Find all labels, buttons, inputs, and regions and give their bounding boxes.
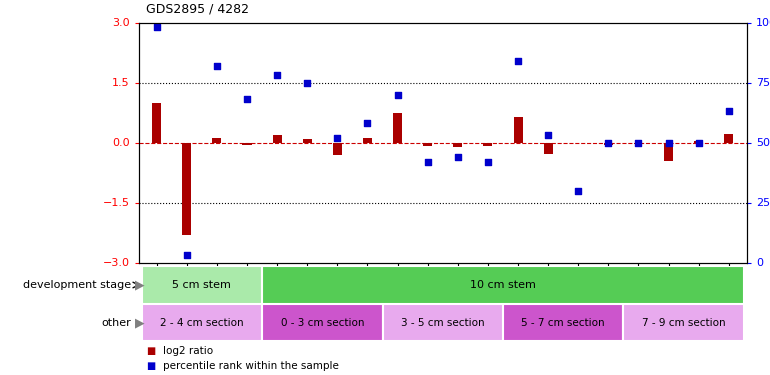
Point (211, 63, 223, 69)
Text: other: other (101, 318, 131, 327)
Point (512, 58, 524, 64)
Point (632, 140, 644, 146)
Bar (363, 138, 372, 142)
Point (542, 132, 554, 138)
Point (602, 140, 614, 146)
Text: ▶: ▶ (135, 316, 145, 329)
Bar (213, 138, 222, 142)
Bar (624, 304, 744, 341)
Bar (333, 142, 342, 155)
Text: ■: ■ (146, 346, 156, 355)
Bar (484, 142, 493, 146)
Bar (725, 134, 733, 142)
Point (421, 159, 434, 165)
Text: GDS2895 / 4282: GDS2895 / 4282 (146, 2, 249, 15)
Text: log2 ratio: log2 ratio (163, 346, 213, 355)
Text: ▶: ▶ (135, 279, 145, 291)
Point (361, 120, 373, 126)
Point (692, 140, 705, 146)
Point (662, 140, 675, 146)
Bar (262, 304, 383, 341)
Bar (604, 142, 613, 145)
Bar (273, 135, 282, 142)
Bar (544, 142, 553, 154)
Text: development stage: development stage (23, 280, 131, 290)
Bar (454, 142, 462, 147)
Bar (262, 266, 744, 304)
Bar (503, 304, 624, 341)
Bar (424, 142, 432, 146)
Point (271, 72, 283, 78)
Bar (664, 142, 673, 160)
Bar (393, 112, 402, 142)
Bar (695, 141, 703, 142)
Text: 10 cm stem: 10 cm stem (470, 280, 536, 290)
Point (723, 108, 735, 114)
Text: percentile rank within the sample: percentile rank within the sample (163, 361, 339, 370)
Bar (303, 139, 312, 142)
Point (482, 159, 494, 165)
Text: ■: ■ (146, 361, 156, 370)
Bar (152, 102, 161, 142)
Bar (383, 304, 503, 341)
Point (331, 135, 343, 141)
Bar (243, 142, 252, 144)
Point (301, 80, 313, 86)
Bar (142, 266, 262, 304)
Point (181, 252, 193, 258)
Bar (142, 304, 262, 341)
Text: 5 - 7 cm section: 5 - 7 cm section (521, 318, 605, 327)
Bar (514, 117, 523, 142)
Point (452, 154, 464, 160)
Text: 0 - 3 cm section: 0 - 3 cm section (280, 318, 364, 327)
Text: 3 - 5 cm section: 3 - 5 cm section (401, 318, 484, 327)
Point (150, 24, 162, 30)
Point (572, 188, 584, 194)
Bar (182, 142, 191, 234)
Text: 7 - 9 cm section: 7 - 9 cm section (642, 318, 725, 327)
Bar (634, 142, 643, 144)
Text: 2 - 4 cm section: 2 - 4 cm section (160, 318, 243, 327)
Point (241, 96, 253, 102)
Text: 5 cm stem: 5 cm stem (172, 280, 231, 290)
Point (391, 92, 403, 98)
